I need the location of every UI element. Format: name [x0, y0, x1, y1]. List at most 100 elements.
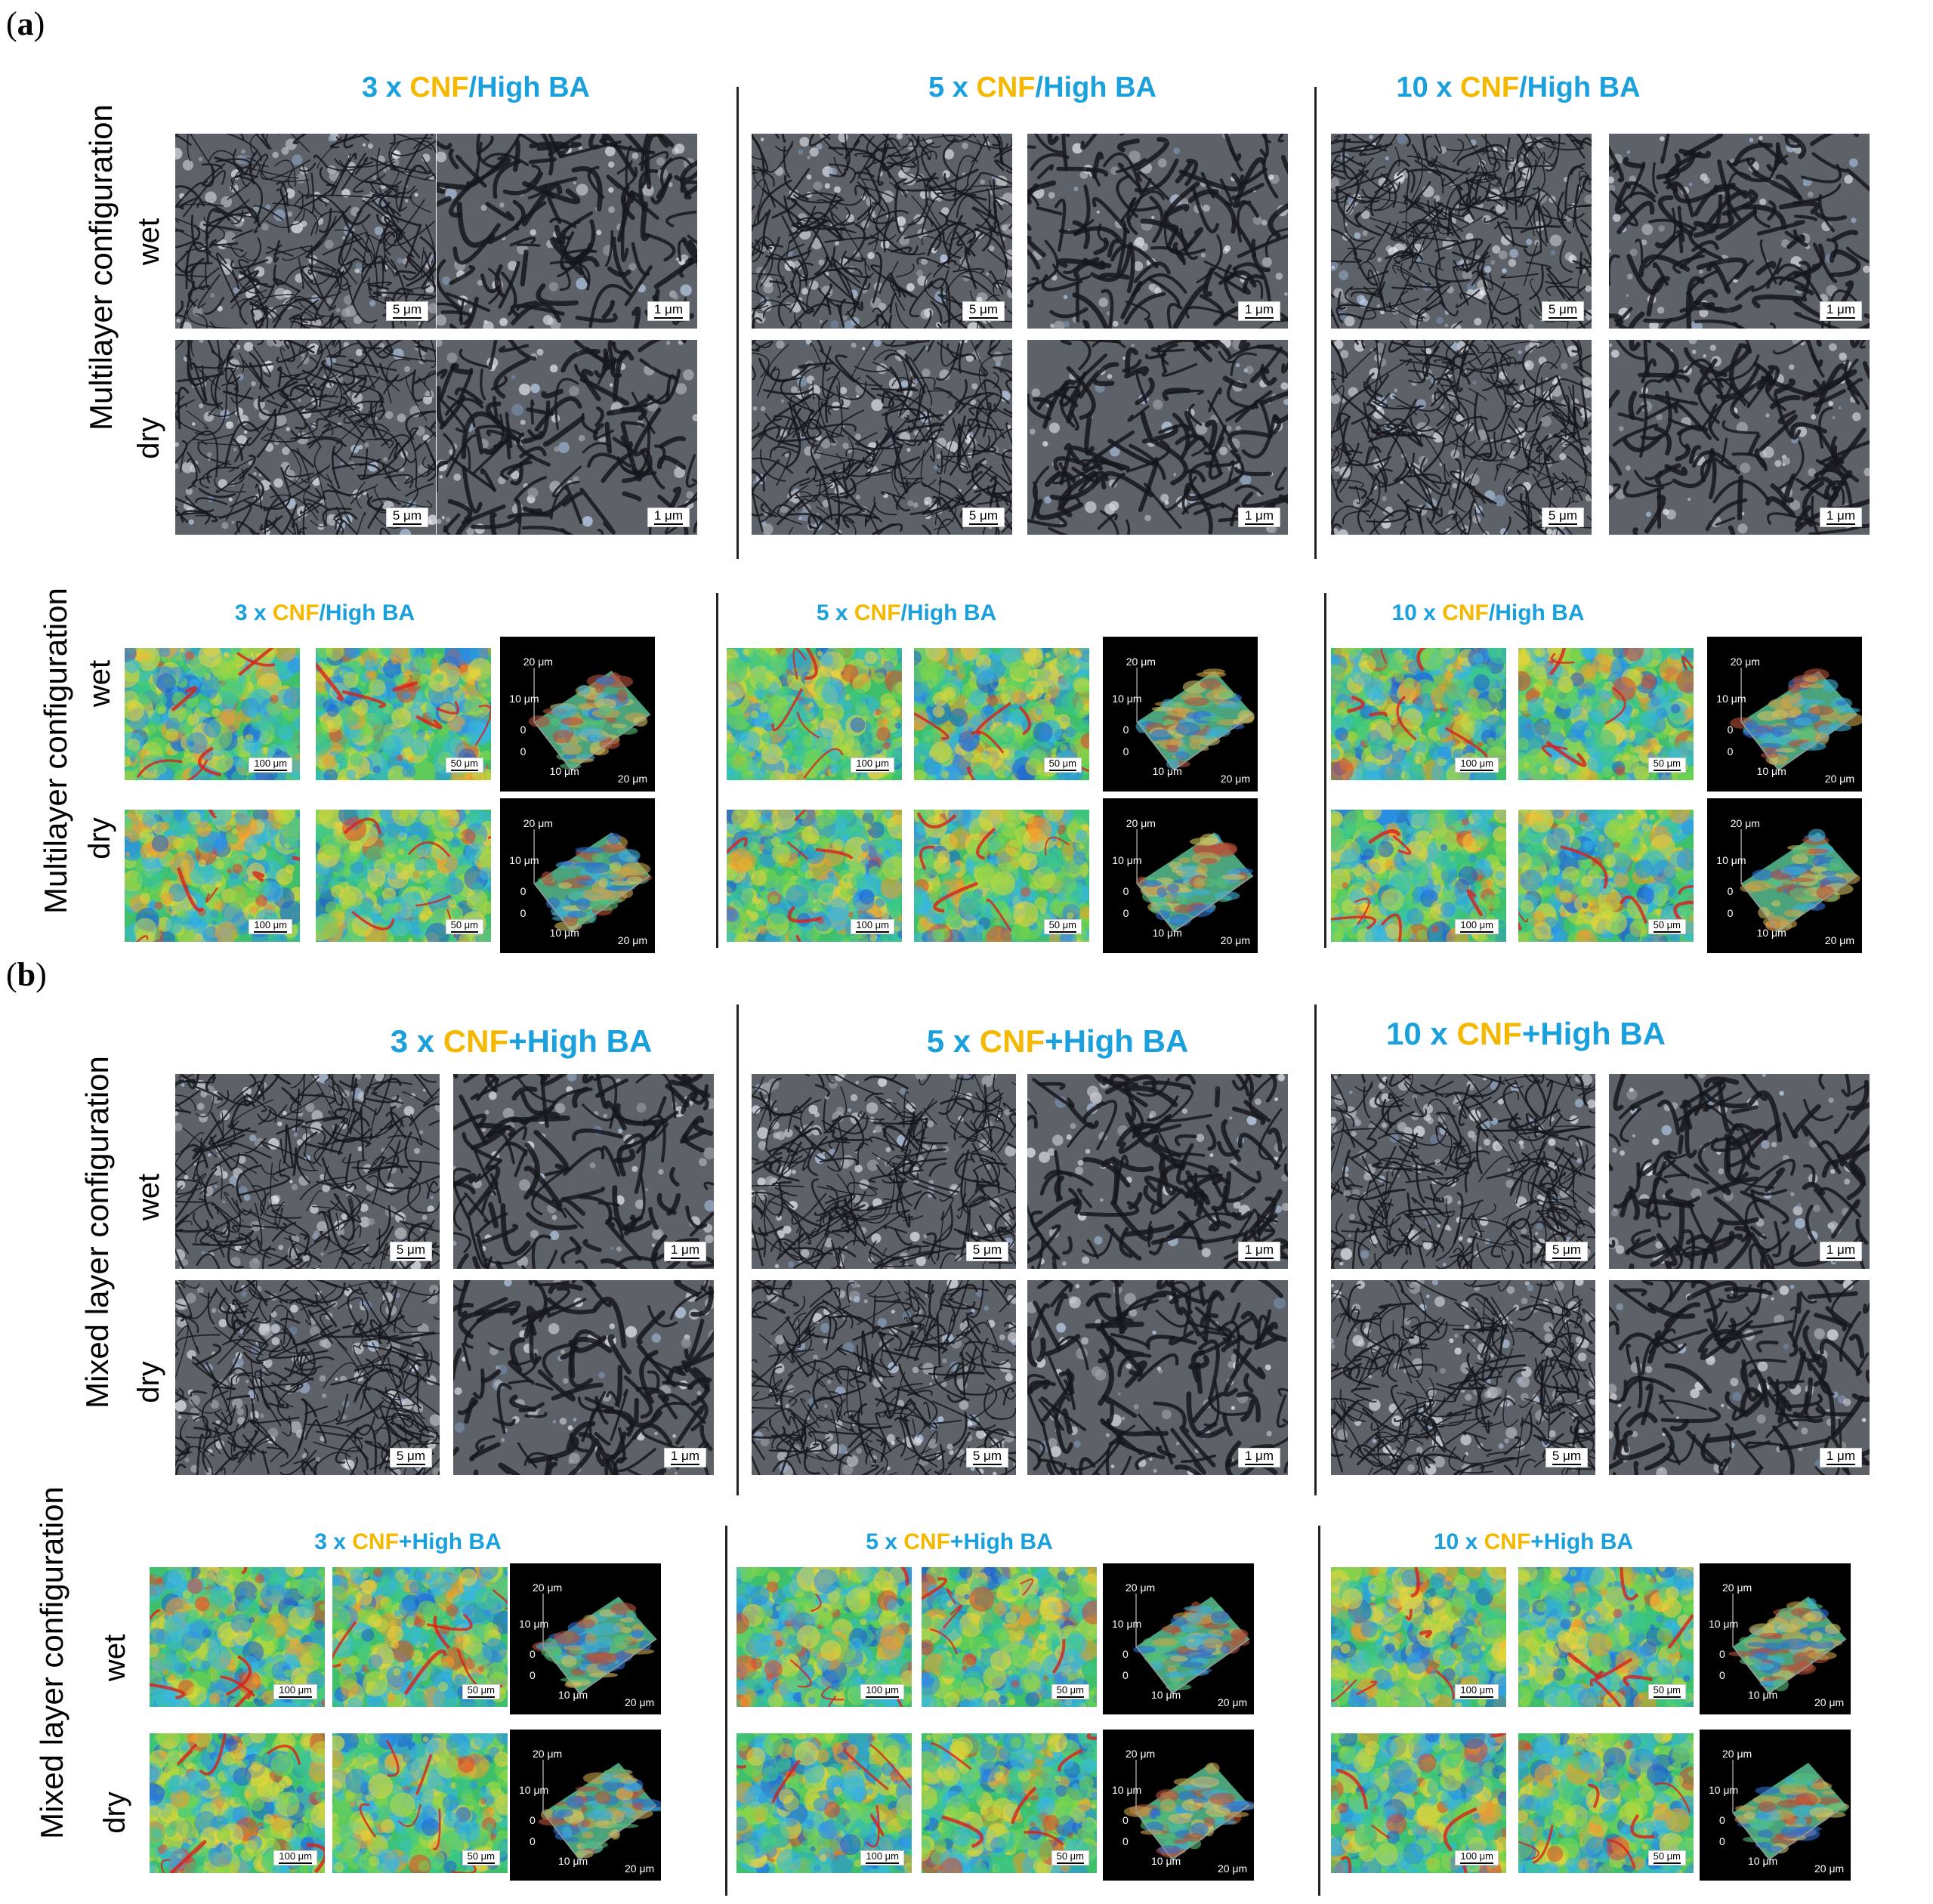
3d-topography: 20 μm 10 μm 0 0 10 μm 20 μm	[510, 1730, 661, 1881]
axis-label: 0	[520, 723, 526, 736]
axis-label: 10 μm	[1748, 1689, 1778, 1701]
scale-bar: 50 μm	[1647, 758, 1686, 773]
axis-label: 0	[1122, 884, 1129, 897]
axis-label: 20 μm	[625, 1862, 655, 1875]
state-dry-b-cm: dry	[98, 1791, 131, 1834]
cnf-text: CNF	[1459, 72, 1520, 103]
sem-micrograph: 1 μm	[437, 340, 697, 535]
axis-label: 0	[1122, 1648, 1129, 1660]
group-title: 5 x CNF/High BA	[891, 72, 1193, 104]
axis-label: 10 μm	[549, 765, 579, 778]
height-map: 100 μm	[125, 648, 300, 780]
scale-bar: 100 μm	[1455, 758, 1499, 773]
group-title: 3 x CNF+High BA	[219, 1529, 597, 1555]
scale-bar: 1 μm	[663, 1448, 706, 1467]
axis-label: 0	[530, 1814, 536, 1826]
scale-bar: 100 μm	[860, 1850, 904, 1865]
group-title: 5 x CNF/High BA	[755, 600, 1058, 626]
scale-bar: 50 μm	[1051, 1850, 1089, 1865]
sem-micrograph: 1 μm	[1027, 1074, 1288, 1269]
axis-label: 0	[1719, 1648, 1725, 1660]
height-map: 50 μm	[1518, 810, 1694, 942]
axis-label: 0	[1122, 723, 1129, 736]
axis-label: 10 μm	[1151, 1689, 1181, 1701]
height-map: 50 μm	[922, 1733, 1097, 1873]
sem-micrograph: 5 μm	[752, 1280, 1016, 1475]
scale-bar: 1 μm	[1237, 301, 1280, 321]
row-label-a-cm: Multilayer configuration	[38, 588, 73, 914]
3d-topography: 20 μm 10 μm 0 0 10 μm 20 μm	[1103, 798, 1258, 953]
sem-micrograph: 1 μm	[453, 1074, 714, 1269]
scale-bar: 100 μm	[851, 919, 894, 934]
axis-label: 10 μm	[558, 1855, 588, 1867]
axis-label: 10 μm	[1112, 853, 1142, 866]
state-wet-b-cm: wet	[98, 1634, 131, 1682]
scale-bar: 1 μm	[1237, 1242, 1280, 1261]
axis-label: 10 μm	[1152, 765, 1182, 778]
axis-label: 10 μm	[1748, 1855, 1778, 1867]
multiplier-text: 10 x	[1391, 600, 1443, 625]
height-map: 50 μm	[1518, 1567, 1694, 1707]
ba-text: +High BA	[950, 1529, 1053, 1554]
axis-label: 0	[1727, 884, 1734, 897]
axis-label: 10 μm	[1709, 1618, 1739, 1630]
height-map: 100 μm	[150, 1567, 325, 1707]
axis-label: 0	[1122, 745, 1129, 758]
ba-text: /High BA	[900, 600, 997, 625]
3d-topography: 20 μm 10 μm 0 0 10 μm 20 μm	[500, 637, 655, 792]
height-map: 50 μm	[922, 1567, 1097, 1707]
axis-label: 0	[1719, 1814, 1725, 1826]
axis-label: 10 μm	[519, 1618, 549, 1630]
axis-label: 0	[520, 906, 526, 919]
multiplier-text: 10 x	[1396, 72, 1460, 103]
sem-micrograph: 5 μm	[1331, 134, 1592, 329]
cnf-text: CNF	[1442, 600, 1489, 625]
axis-label: 20 μm	[1218, 1862, 1248, 1875]
sem-micrograph: 5 μm	[752, 1074, 1016, 1269]
cnf-text: CNF	[903, 1529, 950, 1554]
axis-label: 10 μm	[1756, 927, 1786, 940]
axis-label: 0	[1122, 906, 1129, 919]
axis-label: 20 μm	[625, 1696, 655, 1708]
cnf-text: CNF	[854, 600, 901, 625]
height-map: 50 μm	[1518, 1733, 1694, 1873]
ba-text: /High BA	[1035, 72, 1156, 103]
row-label-b-cm: Mixed layer configuration	[34, 1486, 69, 1839]
scale-bar: 50 μm	[462, 1850, 500, 1865]
axis-label: 20 μm	[523, 655, 553, 668]
3d-topography: 20 μm 10 μm 0 0 10 μm 20 μm	[500, 798, 655, 953]
sem-micrograph: 1 μm	[1027, 340, 1288, 535]
axis-label: 0	[1719, 1669, 1725, 1681]
scale-bar: 5 μm	[389, 1448, 432, 1467]
cnf-text: CNF	[272, 600, 320, 625]
sem-micrograph: 5 μm	[752, 340, 1012, 535]
axis-label: 10 μm	[1709, 1784, 1739, 1796]
axis-label: 20 μm	[1126, 816, 1156, 829]
axis-label: 20 μm	[533, 1748, 563, 1760]
cnf-text: CNF	[352, 1529, 399, 1554]
multiplier-text: 5 x	[928, 72, 977, 103]
divider	[1314, 87, 1317, 559]
axis-label: 0	[530, 1669, 536, 1681]
multiplier-text: 3 x	[390, 1023, 443, 1059]
ba-text: +High BA	[1045, 1023, 1189, 1059]
height-map: 100 μm	[736, 1733, 912, 1873]
axis-label: 20 μm	[1722, 1582, 1752, 1594]
state-dry-a-cm: dry	[83, 817, 116, 859]
scale-bar: 50 μm	[1043, 919, 1082, 934]
axis-label: 10 μm	[1151, 1855, 1181, 1867]
axis-label: 10 μm	[558, 1689, 588, 1701]
axis-label: 10 μm	[509, 692, 539, 705]
ba-text: +High BA	[508, 1023, 653, 1059]
axis-label: 20 μm	[523, 816, 553, 829]
group-title: 5 x CNF+High BA	[906, 1023, 1209, 1060]
axis-label: 10 μm	[1152, 927, 1182, 940]
scale-bar: 50 μm	[445, 919, 483, 934]
scale-bar: 5 μm	[962, 301, 1005, 321]
scale-bar: 1 μm	[1237, 1448, 1280, 1467]
divider	[736, 87, 739, 559]
axis-label: 20 μm	[1126, 1748, 1156, 1760]
panel-label-a: (a)	[6, 5, 45, 42]
axis-label: 20 μm	[1218, 1696, 1248, 1708]
axis-label: 20 μm	[1126, 655, 1156, 668]
